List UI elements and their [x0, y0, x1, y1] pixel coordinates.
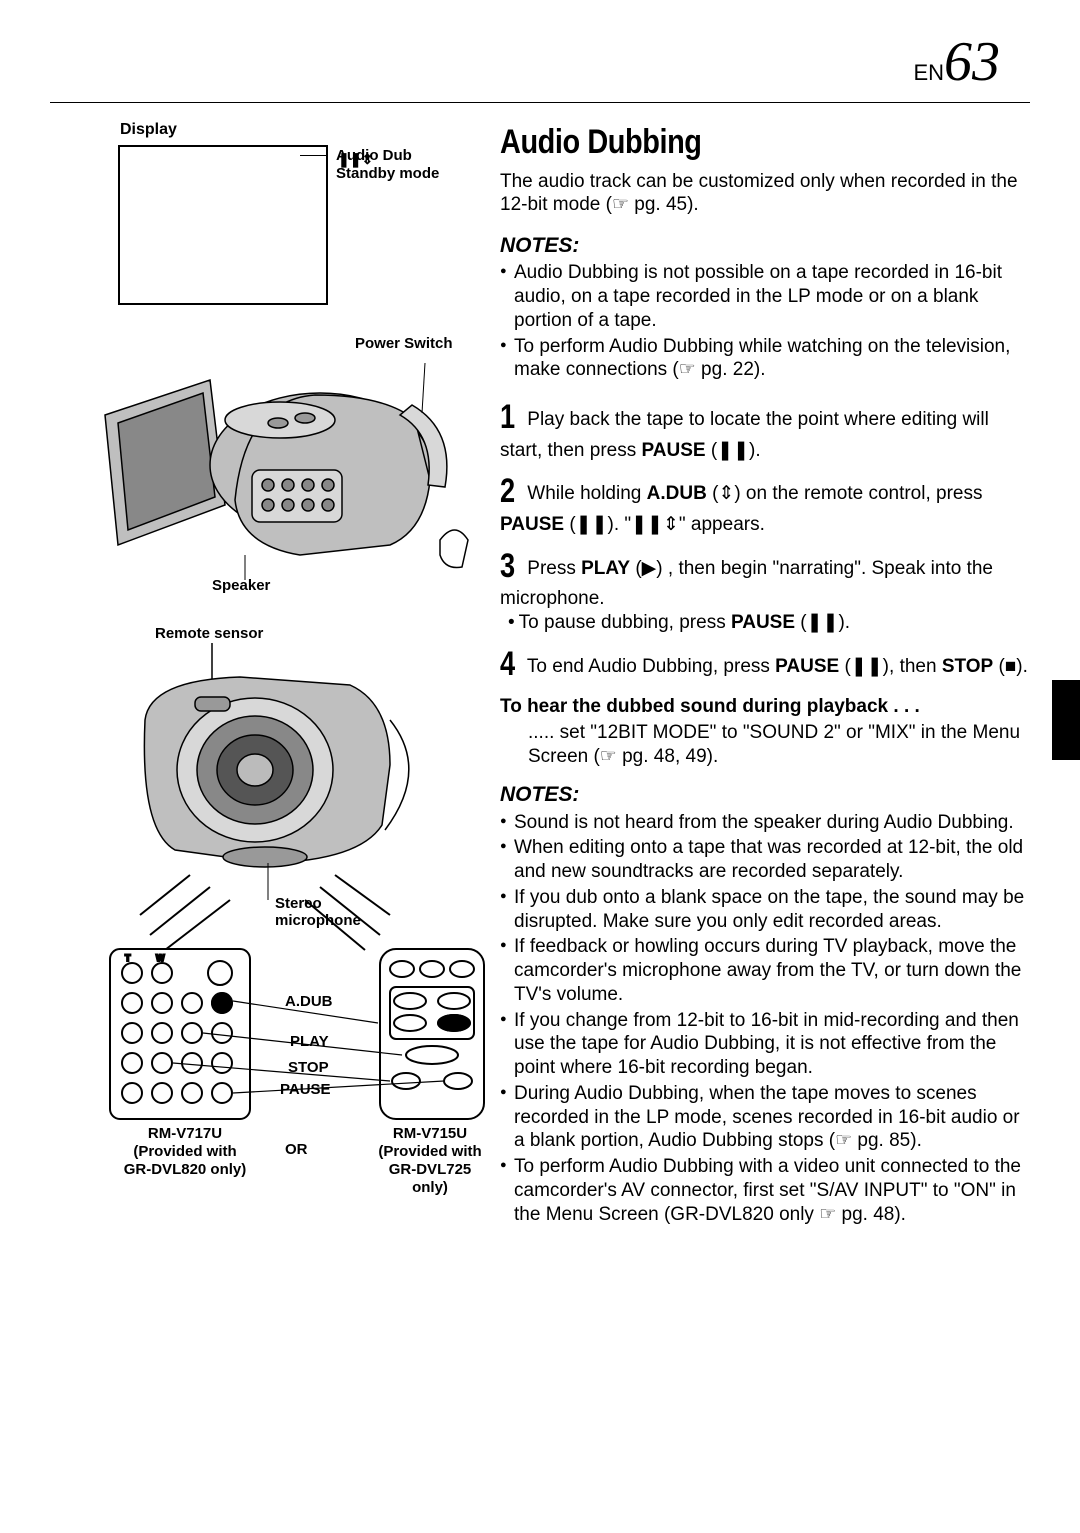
step-4: 4 To end Audio Dubbing, press PAUSE (❚❚)… [500, 643, 1030, 686]
step-3: 3 Press PLAY (▶) , then begin "narrating… [500, 545, 1030, 635]
remote2-label: RM-V715U (Provided with GR-DVL725 only) [360, 1125, 500, 1197]
svg-text:T: T [125, 953, 131, 963]
side-tab-black [1052, 680, 1080, 760]
camcorder-open-diagram: Power Switch [90, 345, 470, 605]
intro-text: The audio track can be customized only w… [500, 170, 1030, 218]
remote-sensor-label: Remote sensor [155, 625, 263, 642]
page-number: 63 [944, 31, 1000, 93]
display-box: ❚❚⇕ [118, 145, 328, 305]
note-item: Audio Dubbing is not possible on a tape … [500, 261, 1030, 332]
header-rule [50, 102, 1030, 103]
playback-body: ..... set "12BIT MODE" to "SOUND 2" or "… [500, 721, 1030, 769]
note-item: Sound is not heard from the speaker duri… [500, 811, 1030, 835]
notes-list-2: Sound is not heard from the speaker duri… [500, 811, 1030, 1227]
notes-heading-2: NOTES: [500, 782, 1030, 808]
note-item: If you dub onto a blank space on the tap… [500, 886, 1030, 934]
section-title: Audio Dubbing [500, 121, 951, 164]
page-lang-prefix: EN [913, 60, 944, 85]
pause-btn-label: PAUSE [280, 1081, 331, 1098]
note-item: If feedback or howling occurs during TV … [500, 935, 1030, 1006]
camcorder-open-svg [90, 345, 490, 595]
content-columns: Display ❚❚⇕ Audio Dub Standby mode Power… [50, 121, 1030, 1240]
step-2: 2 While holding A.DUB (⇕) on the remote … [500, 470, 1030, 536]
note-item: To perform Audio Dubbing while watching … [500, 335, 1030, 383]
step-number: 1 [500, 396, 518, 439]
stop-btn-label: STOP [288, 1059, 329, 1076]
or-label: OR [285, 1141, 308, 1159]
manual-page: EN63 Display ❚❚⇕ Audio Dub Standby mode … [0, 0, 1080, 1533]
callout-line [300, 155, 328, 156]
step-number: 2 [500, 470, 518, 513]
stereo-mic-label: Stereo microphone [275, 895, 361, 929]
step-number: 4 [500, 643, 518, 686]
page-header: EN63 [50, 30, 1030, 94]
note-item: When editing onto a tape that was record… [500, 836, 1030, 884]
remotes-svg: TW [90, 945, 510, 1155]
audio-dub-label: Audio Dub Standby mode [336, 147, 439, 183]
notes-list-1: Audio Dubbing is not possible on a tape … [500, 261, 1030, 382]
note-item: If you change from 12-bit to 16-bit in m… [500, 1009, 1030, 1080]
step-number: 3 [500, 545, 518, 588]
step-3-sub: To pause dubbing, press PAUSE (❚❚). [500, 611, 1030, 635]
step-1: 1 Play back the tape to locate the point… [500, 396, 1030, 462]
note-item: To perform Audio Dubbing with a video un… [500, 1155, 1030, 1226]
speaker-label: Speaker [212, 577, 270, 594]
power-switch-label: Power Switch [355, 335, 453, 352]
notes-heading-1: NOTES: [500, 233, 1030, 259]
remote1-label: RM-V717U (Provided with GR-DVL820 only) [110, 1125, 260, 1179]
right-column: Audio Dubbing The audio track can be cus… [500, 121, 1030, 1240]
playback-heading: To hear the dubbed sound during playback… [500, 695, 1030, 719]
left-column: Display ❚❚⇕ Audio Dub Standby mode Power… [50, 121, 470, 1240]
note-item: During Audio Dubbing, when the tape move… [500, 1082, 1030, 1153]
display-label: Display [120, 121, 470, 139]
svg-text:W: W [156, 953, 165, 963]
remotes-diagram: TW [90, 945, 470, 1205]
camcorder-front-diagram: Remote sensor [90, 625, 470, 965]
adub-btn-label: A.DUB [285, 993, 333, 1010]
play-btn-label: PLAY [290, 1033, 329, 1050]
